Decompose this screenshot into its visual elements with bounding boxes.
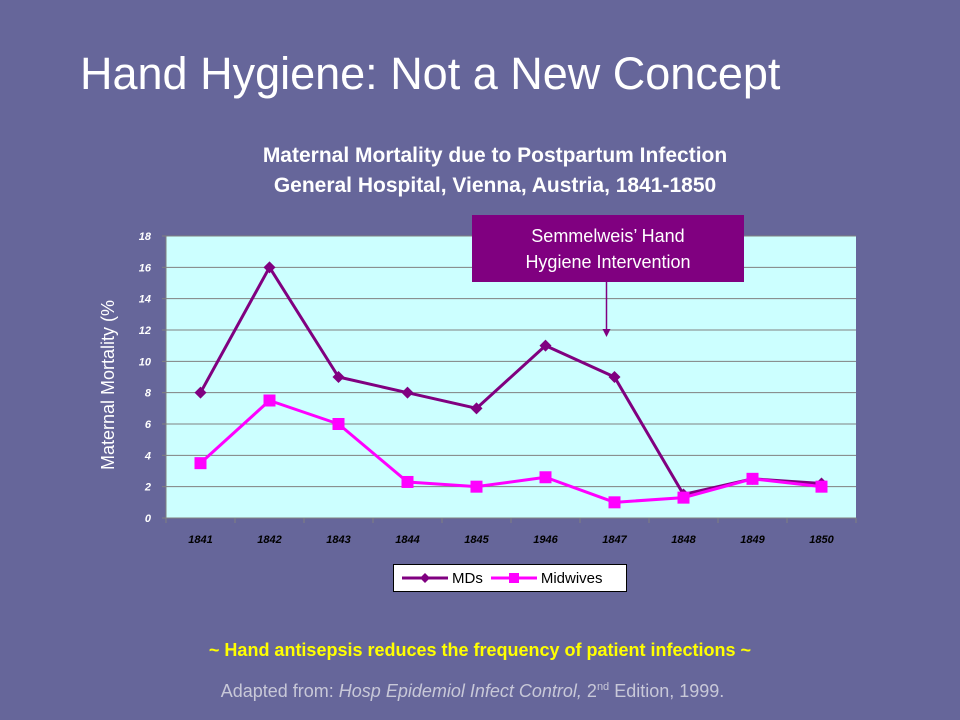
source-edition-sup: nd [596,681,610,693]
data-point-midwives [263,394,276,407]
data-point-mds [401,386,414,399]
data-point-midwives [815,480,828,493]
data-point-midwives [677,491,690,504]
data-point-mds [263,261,276,274]
data-point-mds [539,339,552,352]
x-tick-label: 1946 [533,534,558,546]
data-point-mds [608,371,621,383]
slide-title: Hand Hygiene: Not a New Concept [80,48,781,99]
legend-item-midwives: Midwives [490,569,603,587]
source-edition-num: 2 [581,681,597,701]
legend-swatch-midwives [490,573,537,583]
x-tick-label: 1847 [602,534,627,546]
source-prefix: Adapted from: [220,681,339,701]
intervention-annotation: Semmelweis’ Hand Hygiene Intervention [472,215,744,282]
takeaway-text: ~ Hand antisepsis reduces the frequency … [208,640,752,660]
y-tick-label: 6 [145,419,152,431]
data-point-midwives [539,471,552,484]
legend-label-midwives: Midwives [540,569,603,587]
y-tick-label: 8 [145,388,152,400]
series-line-midwives [199,399,822,504]
data-point-mds [470,402,483,415]
source-citation: Adapted from: Hosp Epidemiol Infect Cont… [0,681,945,702]
data-point-midwives [332,418,345,430]
x-tick-label: 1849 [740,534,765,546]
y-tick-label: 2 [144,482,151,494]
series-line-mds [199,265,822,496]
y-tick-label: 4 [144,450,151,462]
data-point-midwives [608,496,621,509]
x-tick-label: 1843 [326,534,350,546]
data-point-midwives [401,475,414,488]
y-tick-label: 10 [139,356,152,368]
y-axis-label: Maternal Mortality (% [98,299,118,470]
source-suffix: Edition, 1999. [609,681,725,701]
data-point-mds [194,386,207,399]
y-tick-label: 16 [139,262,152,274]
legend-item-mds: MDs [402,570,483,587]
y-tick-label: 14 [139,294,151,306]
legend-label-mds: MDs [452,569,483,587]
x-tick-label: 1844 [395,534,419,546]
data-point-midwives [194,457,207,470]
x-tick-label: 1842 [257,534,281,546]
annotation-line1: Semmelweis’ Hand [531,225,685,246]
annotation-arrow-head [602,329,611,337]
data-point-midwives [470,480,483,493]
chart-legend: MDs Midwives [393,564,627,592]
x-tick-label: 1845 [464,534,489,546]
y-tick-label: 0 [145,513,152,525]
data-point-mds [332,371,345,383]
x-tick-label: 1850 [809,534,834,546]
y-tick-label: 18 [139,231,152,243]
data-point-midwives [746,472,759,485]
chart-title-line1: Maternal Mortality due to Postpartum Inf… [262,144,728,167]
y-tick-label: 12 [139,325,151,337]
x-tick-label: 1841 [188,534,212,546]
annotation-line2: Hygiene Intervention [525,251,691,272]
source-journal: Hosp Epidemiol Infect Control, [338,681,582,701]
x-tick-label: 1848 [671,534,696,546]
legend-swatch-mds [402,573,448,583]
chart-title-line2: General Hospital, Vienna, Austria, 1841-… [273,174,717,197]
